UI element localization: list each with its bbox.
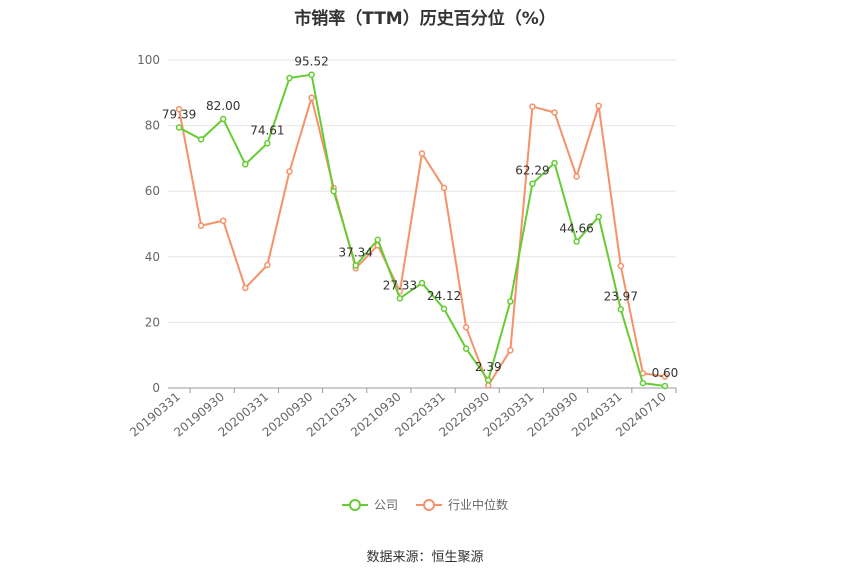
- data-label: 95.52: [294, 55, 328, 69]
- chart-plot: 0204060801002019033120190930202003312020…: [127, 53, 679, 440]
- data-point-industry: [264, 261, 271, 269]
- data-point-industry: [485, 382, 492, 389]
- data-label: 62.29: [515, 164, 549, 178]
- data-point-company: [529, 180, 536, 187]
- data-point-industry: [551, 109, 558, 116]
- data-label: 0.60: [652, 366, 679, 380]
- data-point-company: [308, 71, 315, 78]
- data-label: 2.39: [475, 360, 502, 374]
- data-point-industry: [219, 217, 227, 224]
- data-point-company: [175, 124, 183, 131]
- data-point-company: [573, 238, 580, 245]
- data-point-company: [617, 306, 625, 313]
- data-label: 37.34: [339, 246, 373, 260]
- data-point-company: [639, 379, 647, 387]
- data-label: 74.61: [250, 123, 284, 137]
- data-point-industry: [418, 150, 426, 157]
- y-tick-label: 60: [145, 184, 160, 198]
- legend-label-company: 公司: [373, 498, 398, 512]
- data-label: 27.33: [383, 278, 417, 292]
- data-label: 79.39: [162, 108, 196, 122]
- data-point-company: [595, 213, 602, 221]
- data-point-company: [352, 262, 359, 269]
- legend-label-industry: 行业中位数: [448, 498, 509, 512]
- y-tick-label: 80: [145, 119, 160, 133]
- data-point-industry: [595, 102, 602, 110]
- data-point-company: [507, 298, 514, 305]
- chart-title: 市销率（TTM）历史百分位（%）: [294, 9, 556, 29]
- data-point-company: [440, 305, 448, 313]
- data-point-industry: [242, 284, 249, 292]
- y-tick-label: 100: [137, 53, 160, 67]
- data-point-industry: [617, 262, 625, 270]
- data-point-company: [551, 159, 558, 167]
- legend-marker-company-icon: [341, 498, 368, 511]
- legend-marker-industry-icon: [416, 498, 442, 511]
- y-tick-label: 0: [152, 381, 160, 395]
- data-point-industry: [286, 168, 293, 175]
- legend-item-industry[interactable]: 行业中位数: [416, 496, 508, 513]
- y-tick-label: 20: [145, 315, 160, 329]
- data-point-industry: [197, 222, 205, 229]
- data-point-industry: [529, 103, 536, 110]
- data-point-industry: [462, 324, 470, 331]
- data-point-company: [374, 236, 382, 243]
- data-point-industry: [440, 184, 448, 192]
- data-point-company: [197, 136, 205, 143]
- data-point-company: [485, 376, 492, 384]
- data-label: 23.97: [604, 289, 638, 303]
- data-point-company: [396, 295, 404, 302]
- data-label: 82.00: [206, 99, 240, 113]
- y-tick-label: 40: [145, 250, 160, 264]
- data-point-company: [219, 115, 227, 123]
- data-point-company: [286, 74, 293, 82]
- legend-item-company[interactable]: 公司: [341, 496, 398, 513]
- data-point-industry: [573, 173, 580, 180]
- data-point-company: [661, 382, 669, 390]
- data-point-industry: [507, 347, 514, 354]
- chart-legend: 公司 行业中位数: [0, 496, 850, 513]
- data-point-industry: [308, 94, 315, 101]
- data-point-company: [418, 279, 426, 287]
- series-line-industry: [178, 96, 666, 387]
- data-point-company: [242, 161, 249, 168]
- data-label: 44.66: [559, 222, 593, 236]
- data-source-note: 数据来源：恒生聚源: [366, 550, 484, 565]
- data-point-company: [330, 187, 337, 195]
- data-point-industry: [175, 105, 183, 113]
- data-point-company: [462, 345, 470, 352]
- data-label: 24.12: [427, 289, 461, 303]
- data-point-industry: [661, 373, 669, 380]
- data-point-company: [264, 140, 271, 147]
